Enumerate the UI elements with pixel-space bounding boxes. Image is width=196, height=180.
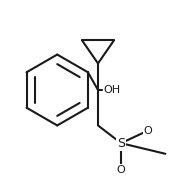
Text: O: O [117, 165, 125, 175]
Text: OH: OH [103, 85, 120, 95]
Text: S: S [117, 137, 125, 150]
Text: O: O [143, 126, 152, 136]
